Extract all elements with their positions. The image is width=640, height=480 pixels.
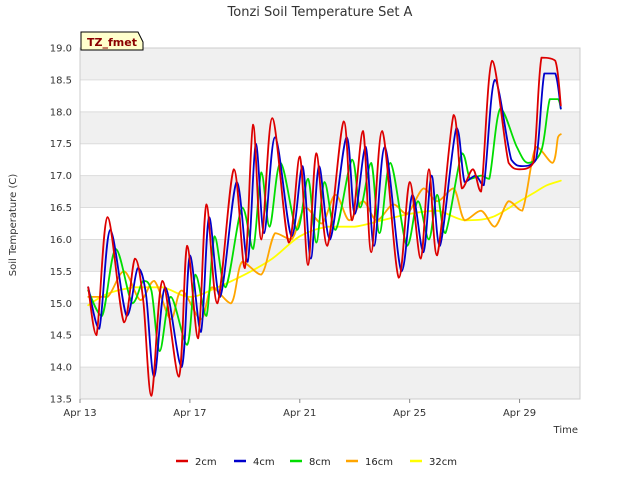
x-tick-label: Apr 21 (283, 408, 316, 419)
annotation-box: TZ_fmet (80, 31, 144, 51)
x-tick-label: Apr 25 (393, 408, 426, 419)
y-tick-label: 16.0 (50, 235, 72, 246)
x-axis-label: Time (553, 425, 578, 436)
legend-label-8cm: 8cm (309, 457, 331, 468)
legend-label-32cm: 32cm (429, 457, 457, 468)
legend-label-4cm: 4cm (253, 457, 275, 468)
y-tick-label: 18.5 (50, 75, 72, 86)
y-tick-label: 14.5 (50, 331, 72, 342)
y-tick-label: 15.0 (50, 299, 72, 310)
y-axis-label: Soil Temperature (C) (8, 174, 19, 277)
y-tick-label: 13.5 (50, 395, 72, 406)
legend-label-16cm: 16cm (365, 457, 393, 468)
y-tick-label: 16.5 (50, 203, 72, 214)
x-tick-labels: Apr 13 Apr 17 Apr 21 Apr 25 Apr 29 (63, 399, 536, 419)
y-tick-labels: 13.5 14.0 14.5 15.0 15.5 16.0 16.5 17.0 17.5 18.0… (50, 44, 72, 406)
x-tick-label: Apr 29 (503, 408, 536, 419)
x-tick-label: Apr 13 (63, 408, 96, 419)
y-tick-label: 17.0 (50, 171, 72, 182)
series-line-8cm (87, 98, 562, 352)
series-layer (87, 56, 562, 397)
y-tick-label: 15.5 (50, 267, 72, 278)
series-line-16cm (87, 133, 562, 321)
grid-band (80, 48, 580, 80)
plot-axes (79, 47, 581, 400)
y-tick-label: 17.5 (50, 139, 72, 150)
annotation-box-shape (80, 31, 144, 51)
series-line-2cm (87, 56, 562, 397)
x-tick-label: Apr 17 (173, 408, 206, 419)
annotation-label: TZ_fmet (87, 36, 137, 49)
grid-band (80, 239, 580, 272)
plot-frame (79, 47, 581, 400)
chart-title: Tonzi Soil Temperature Set A (227, 5, 413, 20)
grid-band (80, 367, 580, 399)
legend: 2cm 4cm 8cm 16cm 32cm (176, 457, 457, 468)
y-tick-label: 18.0 (50, 107, 72, 118)
legend-label-2cm: 2cm (195, 457, 217, 468)
y-tick-label: 14.0 (50, 363, 72, 374)
grid-band (80, 175, 580, 208)
y-tick-label: 19.0 (50, 44, 72, 55)
